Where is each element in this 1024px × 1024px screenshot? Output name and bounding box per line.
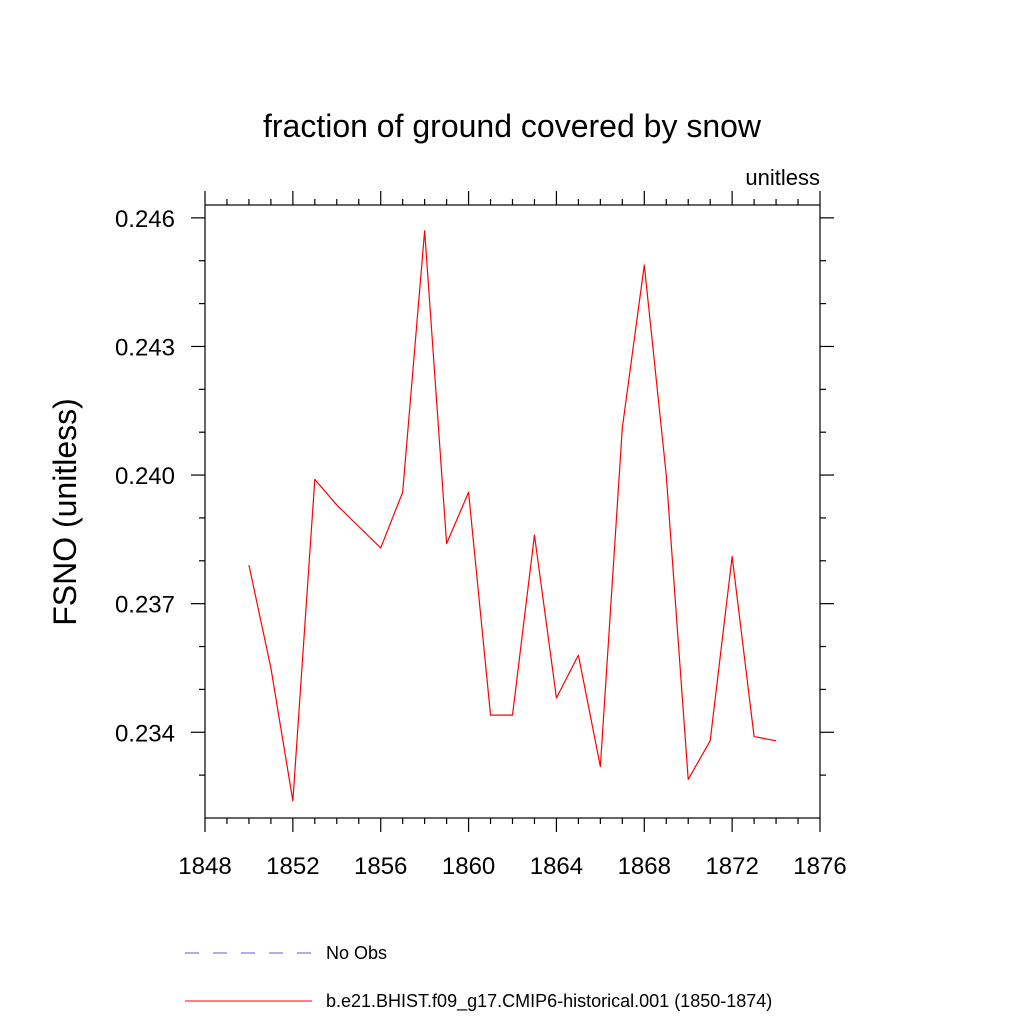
legend: No Obs b.e21.BHIST.f09_g17.CMIP6-historic…	[185, 943, 772, 1012]
y-axis-label: FSNO (unitless)	[47, 398, 83, 626]
axis-tick-labels: 1848 1852 1856 1860 1864 1868 1872 1876 0.234 0.2…	[115, 206, 847, 880]
x-tick-label: 1860	[442, 853, 495, 880]
legend-label-1: b.e21.BHIST.f09_g17.CMIP6-historical.001…	[326, 991, 772, 1012]
axis-ticks	[191, 191, 834, 832]
plot-frame	[204, 204, 821, 819]
x-tick-label: 1856	[354, 853, 407, 880]
chart-title: fraction of ground covered by snow	[263, 108, 762, 144]
series-layer	[248, 230, 777, 802]
x-tick-label: 1852	[266, 853, 319, 880]
x-tick-label: 1848	[178, 853, 231, 880]
x-tick-label: 1868	[618, 853, 671, 880]
units-label: unitless	[745, 165, 820, 190]
y-tick-label: 0.243	[115, 334, 175, 361]
x-tick-label: 1864	[530, 853, 583, 880]
series-line-0	[248, 230, 777, 802]
y-tick-label: 0.240	[115, 463, 175, 490]
x-tick-label: 1876	[793, 853, 846, 880]
y-tick-label: 0.234	[115, 720, 175, 747]
y-tick-label: 0.237	[115, 592, 175, 619]
y-tick-label: 0.246	[115, 206, 175, 233]
x-tick-label: 1872	[705, 853, 758, 880]
legend-label-0: No Obs	[326, 943, 387, 963]
